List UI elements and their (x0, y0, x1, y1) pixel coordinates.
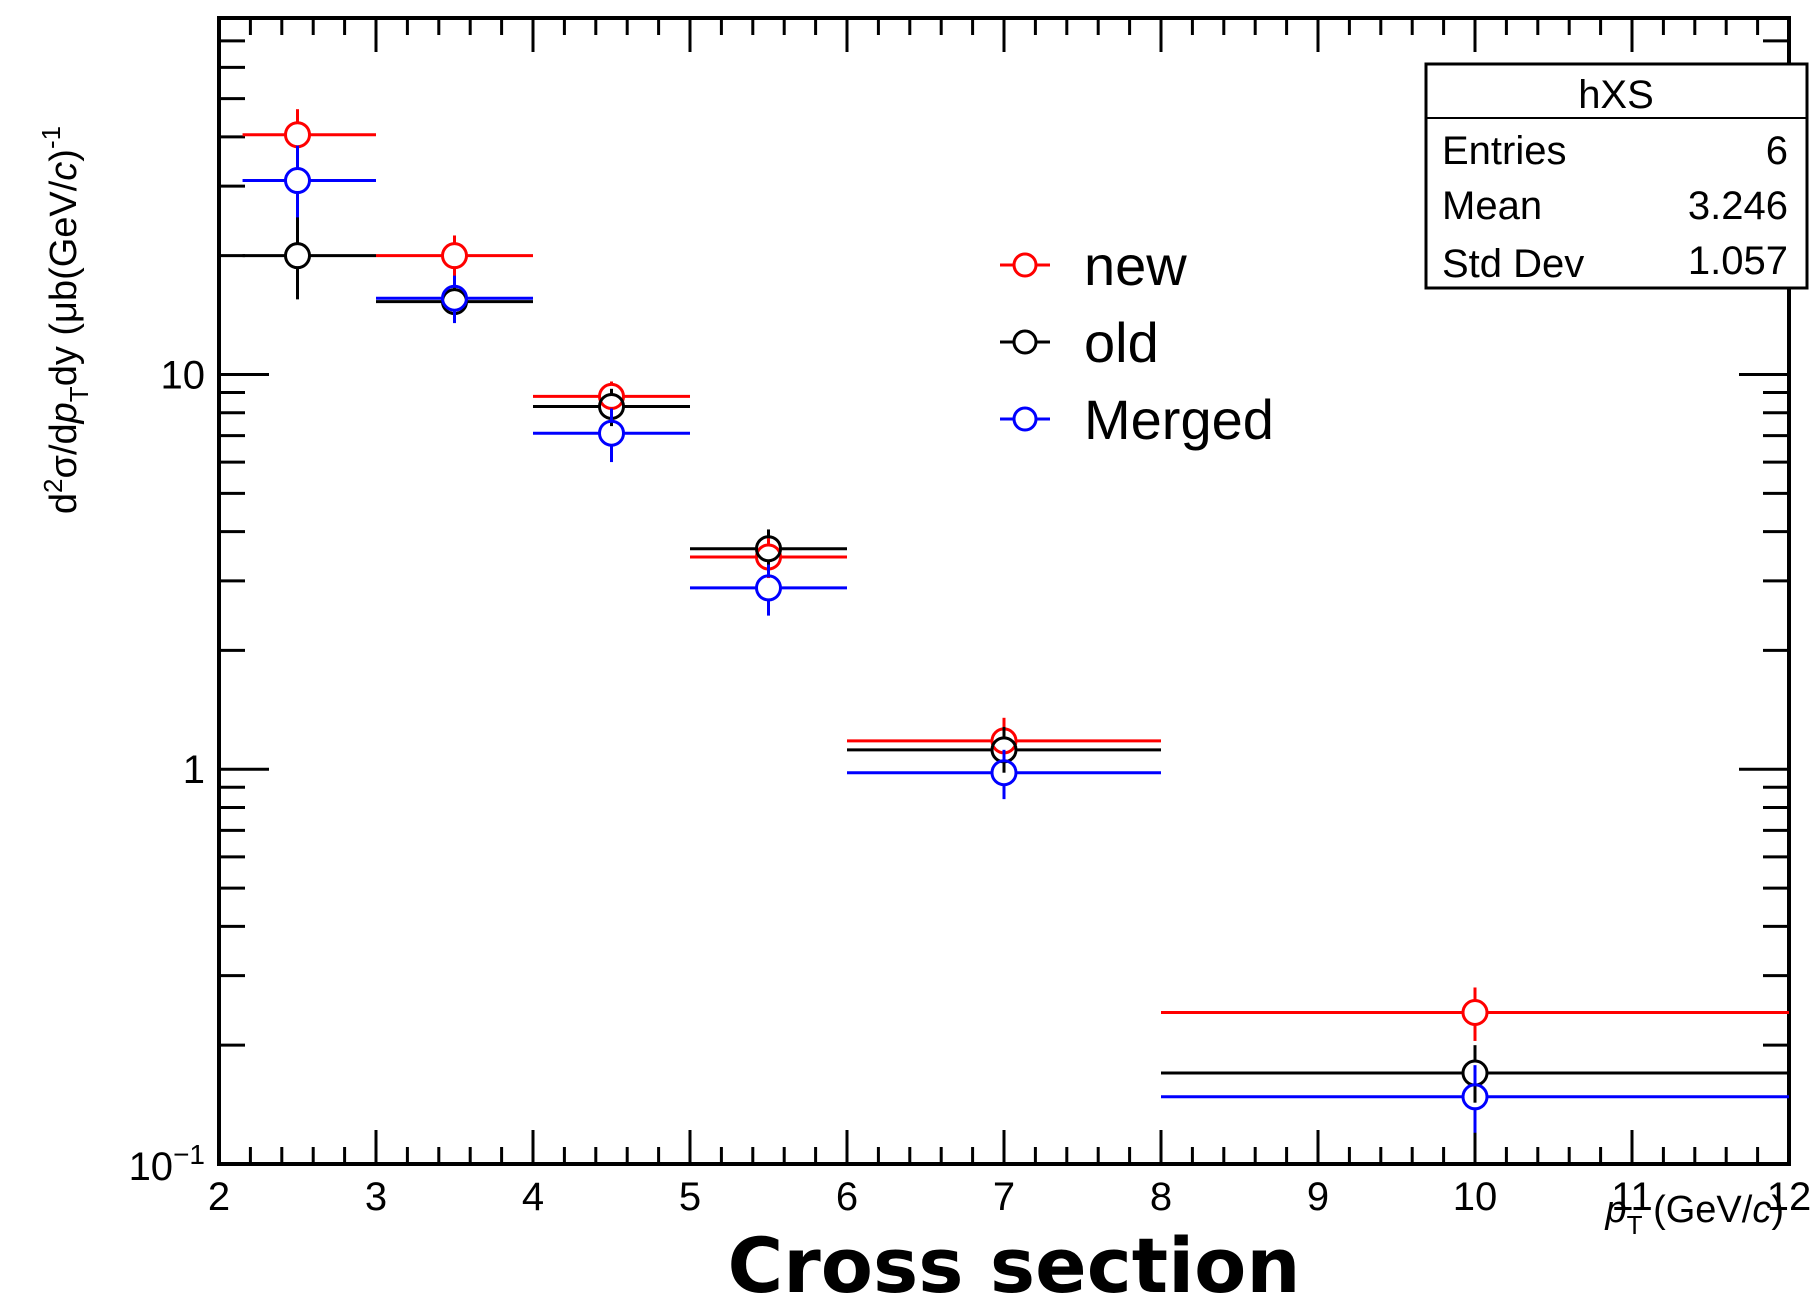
data-point (755, 574, 782, 602)
x-tick-label: 4 (522, 1175, 544, 1219)
chart-title: Cross section (728, 1221, 1301, 1303)
x-tick-label: 7 (993, 1175, 1015, 1219)
data-point (1461, 1083, 1489, 1111)
series-old (242, 210, 1789, 1103)
stats-box: hXS Entries 6 Mean 3.246 Std Dev 1.057 (1424, 62, 1809, 290)
data-point (441, 284, 468, 312)
y-tick-label: 10 (161, 353, 206, 397)
legend-entry-merged: Merged (1000, 388, 1274, 451)
x-tick-label: 5 (679, 1175, 701, 1219)
data-point (755, 535, 782, 563)
stats-stddev-value: 1.057 (1688, 239, 1788, 283)
y-axis-title: d2σ/dpTdy (μb(GeV/c)-1 (36, 126, 94, 514)
legend-label: old (1084, 311, 1159, 374)
legend-entry-new: new (1000, 234, 1187, 297)
legend-entry-old: old (1000, 311, 1159, 374)
legend-marker (1012, 329, 1038, 355)
data-series (242, 109, 1789, 1133)
data-point (284, 242, 311, 270)
x-tick-labels: 2 3 4 5 6 7 8 9 10 11 12 (208, 1175, 1811, 1219)
x-tick-label: 12 (1767, 1175, 1812, 1219)
data-point (1461, 998, 1489, 1026)
stats-box-frame (1424, 62, 1809, 290)
stats-box-title: hXS (1578, 73, 1654, 117)
data-point (990, 759, 1018, 787)
series-merged (242, 145, 1789, 1133)
stats-mean-label: Mean (1442, 184, 1542, 228)
x-tick-label: 2 (208, 1175, 230, 1219)
legend-label: Merged (1084, 388, 1274, 451)
legend-marker (1012, 252, 1038, 278)
x-tick-label: 9 (1307, 1175, 1329, 1219)
stats-entries-value: 6 (1766, 129, 1788, 173)
stats-entries-label: Entries (1442, 129, 1567, 173)
x-tick-label: 8 (1150, 1175, 1172, 1219)
y-tick-label: 10−1 (129, 1139, 205, 1189)
data-point (598, 382, 625, 410)
x-axis-title: pT (GeV/c) (1605, 1189, 1785, 1240)
legend-marker (1012, 406, 1038, 432)
data-point (284, 121, 311, 149)
x-tick-label: 6 (836, 1175, 858, 1219)
data-point (441, 242, 468, 270)
x-tick-label: 3 (365, 1175, 387, 1219)
y-tick-label: 1 (183, 748, 205, 792)
x-tick-label: 11 (1611, 1175, 1653, 1219)
data-point (598, 419, 625, 447)
legend: new old Merged (1000, 234, 1274, 451)
y-tick-labels: 10−1 1 10 (129, 353, 205, 1189)
stats-mean-value: 3.246 (1688, 184, 1788, 228)
legend-label: new (1084, 234, 1187, 297)
data-point (284, 167, 311, 195)
stats-stddev-label: Std Dev (1442, 242, 1584, 286)
x-tick-label: 10 (1453, 1175, 1498, 1219)
